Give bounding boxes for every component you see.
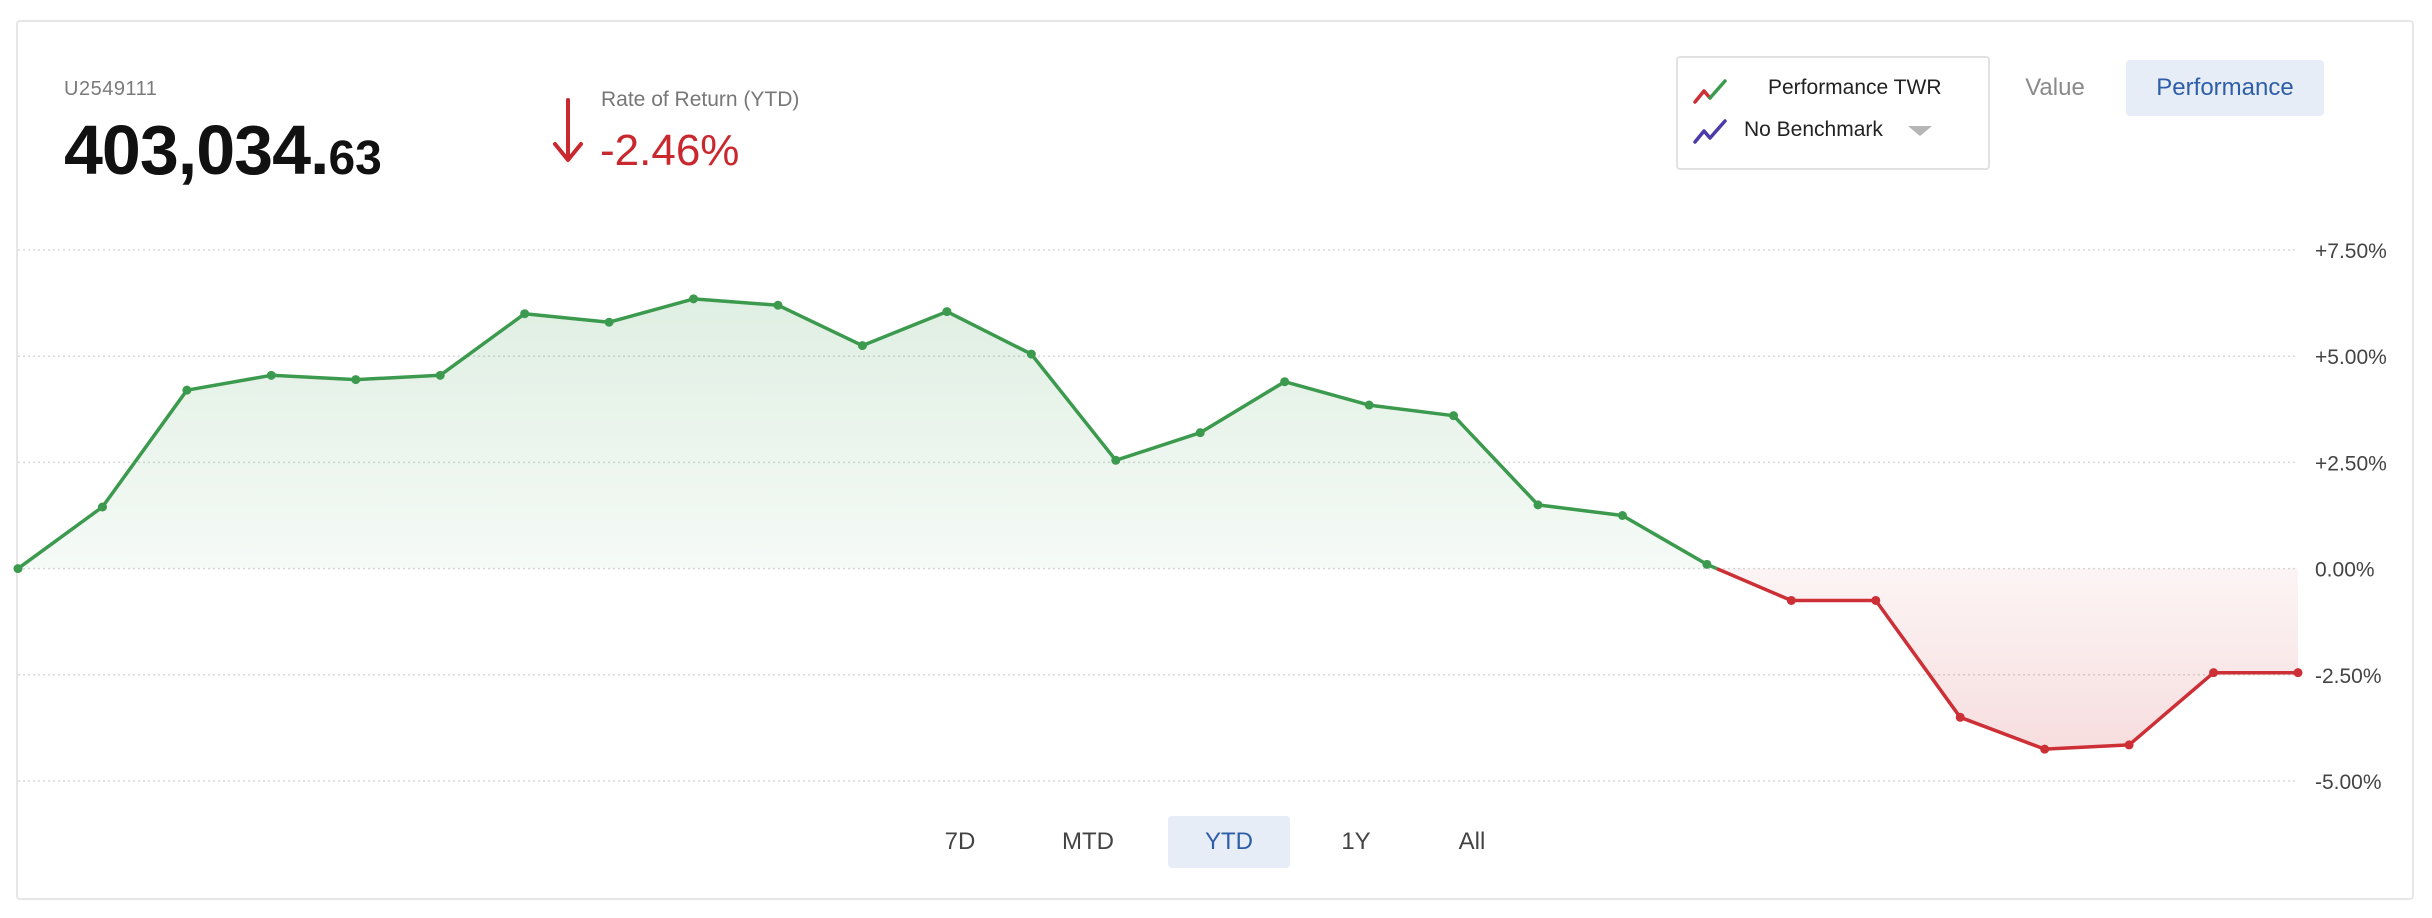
data-point	[435, 370, 445, 380]
account-balance: 403,034.63	[64, 110, 382, 190]
data-point	[942, 307, 952, 317]
y-tick-label: +2.50%	[2315, 452, 2387, 475]
data-point	[1364, 400, 1374, 410]
data-point	[689, 294, 699, 304]
line-chart-icon	[1692, 78, 1728, 111]
data-point	[2293, 668, 2303, 678]
benchmark-line-icon	[1692, 118, 1728, 151]
data-point	[2040, 744, 2050, 754]
balance-whole: 403,034.	[64, 111, 329, 189]
legend-series-label: Performance TWR	[1768, 76, 1942, 99]
data-point	[1955, 712, 1965, 722]
series-line-negative	[1716, 566, 2298, 751]
y-tick-label: -5.00%	[2315, 771, 2382, 794]
y-tick-label: +7.50%	[2315, 240, 2387, 263]
data-point	[1111, 455, 1121, 465]
data-point	[13, 564, 23, 574]
positive-area	[18, 298, 1717, 569]
series-line-positive	[16, 297, 1718, 571]
chevron-down-icon	[1908, 126, 1932, 136]
data-point	[1617, 511, 1627, 520]
data-point	[351, 375, 361, 385]
data-point	[182, 385, 192, 395]
series-legend-selector[interactable]: Performance TWR No Benchmark	[1676, 56, 1990, 170]
data-point	[857, 341, 867, 351]
rate-of-return-label: Rate of Return (YTD)	[601, 88, 800, 111]
performance-view-button[interactable]: Performance	[2126, 60, 2324, 116]
y-tick-label: -2.50%	[2315, 665, 2382, 688]
range-button-1y[interactable]: 1Y	[1341, 828, 1371, 855]
rate-of-return-value: -2.46%	[600, 126, 740, 175]
data-point	[1026, 349, 1036, 359]
y-tick-label: 0.00%	[2315, 559, 2375, 582]
data-point	[97, 502, 107, 512]
data-point	[1702, 559, 1712, 569]
data-point	[520, 309, 530, 319]
arrow-down-icon	[548, 96, 588, 171]
data-point	[2209, 668, 2219, 678]
balance-cents: 63	[328, 132, 382, 185]
negative-area	[1716, 568, 2298, 750]
data-point	[773, 300, 783, 310]
data-point	[1449, 411, 1459, 421]
data-point	[1786, 595, 1796, 605]
y-tick-label: +5.00%	[2315, 346, 2387, 369]
data-point	[1195, 428, 1205, 438]
range-button-mtd[interactable]: MTD	[1062, 828, 1114, 855]
value-view-button[interactable]: Value	[2025, 74, 2085, 101]
data-point	[266, 370, 276, 380]
range-button-all[interactable]: All	[1458, 828, 1486, 855]
range-button-ytd[interactable]: YTD	[1168, 816, 1290, 868]
data-point	[1280, 377, 1290, 387]
range-button-7d[interactable]: 7D	[944, 828, 976, 855]
account-id: U2549111	[64, 78, 158, 100]
data-point	[1533, 500, 1543, 510]
data-point	[604, 317, 614, 327]
benchmark-label: No Benchmark	[1744, 118, 1883, 141]
data-point	[2124, 740, 2134, 750]
data-point	[1871, 595, 1881, 605]
